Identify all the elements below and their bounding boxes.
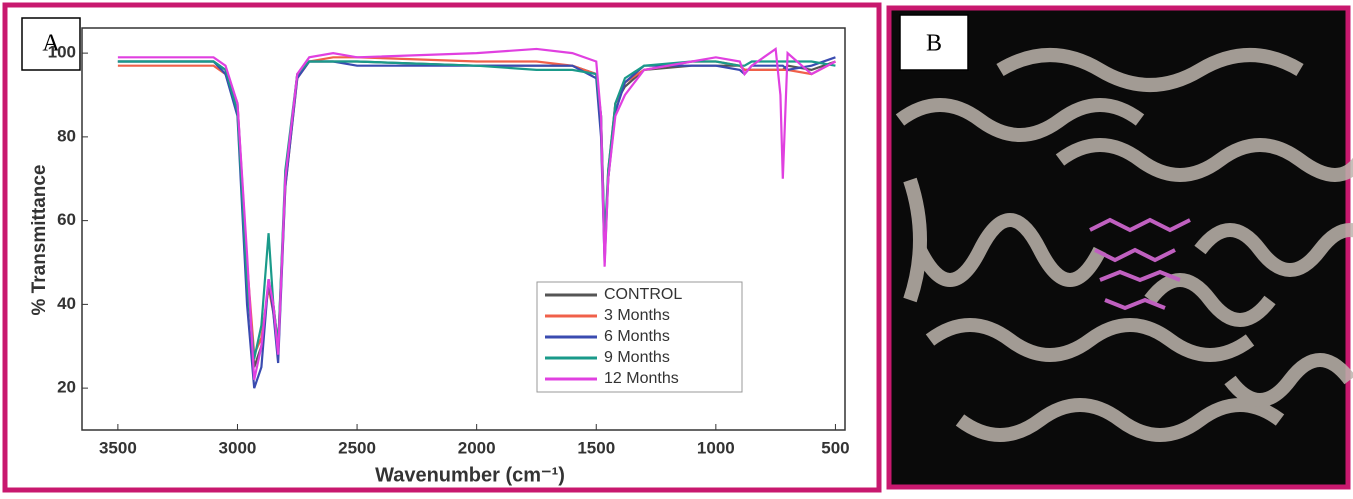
legend-label: 12 Months bbox=[604, 370, 679, 387]
y-tick-label: 60 bbox=[57, 210, 76, 229]
series-line bbox=[117, 60, 836, 360]
panel-label: A bbox=[42, 31, 60, 57]
x-tick-label: 3500 bbox=[99, 438, 137, 457]
legend-label: 9 Months bbox=[604, 349, 670, 366]
x-tick-label: 2500 bbox=[338, 438, 376, 457]
panel-a-frame bbox=[2, 2, 882, 493]
protein-image bbox=[895, 48, 1353, 442]
x-tick-label: 2000 bbox=[458, 438, 496, 457]
legend bbox=[536, 281, 743, 393]
ligand bbox=[1089, 217, 1191, 311]
y-axis-title: % Transmittance bbox=[29, 165, 50, 316]
x-tick-label: 1000 bbox=[697, 438, 735, 457]
y-tick-label: 20 bbox=[57, 378, 76, 397]
panel-label-box bbox=[21, 17, 81, 71]
y-tick-label: 100 bbox=[48, 43, 76, 62]
plot-area bbox=[81, 27, 846, 431]
panel-label-box bbox=[899, 14, 969, 71]
y-tick-label: 40 bbox=[57, 294, 76, 313]
legend-label: 6 Months bbox=[604, 328, 670, 345]
legend-label: 3 Months bbox=[604, 307, 670, 324]
series-line bbox=[117, 46, 836, 380]
x-tick-label: 1500 bbox=[577, 438, 615, 457]
x-tick-label: 500 bbox=[821, 438, 849, 457]
x-axis-title: Wavenumber (cm⁻¹) bbox=[375, 464, 565, 486]
legend-label: CONTROL bbox=[604, 286, 682, 303]
panel-label: B bbox=[926, 31, 942, 57]
x-tick-label: 3000 bbox=[219, 438, 257, 457]
series-line bbox=[117, 56, 836, 356]
y-tick-label: 80 bbox=[57, 126, 76, 145]
